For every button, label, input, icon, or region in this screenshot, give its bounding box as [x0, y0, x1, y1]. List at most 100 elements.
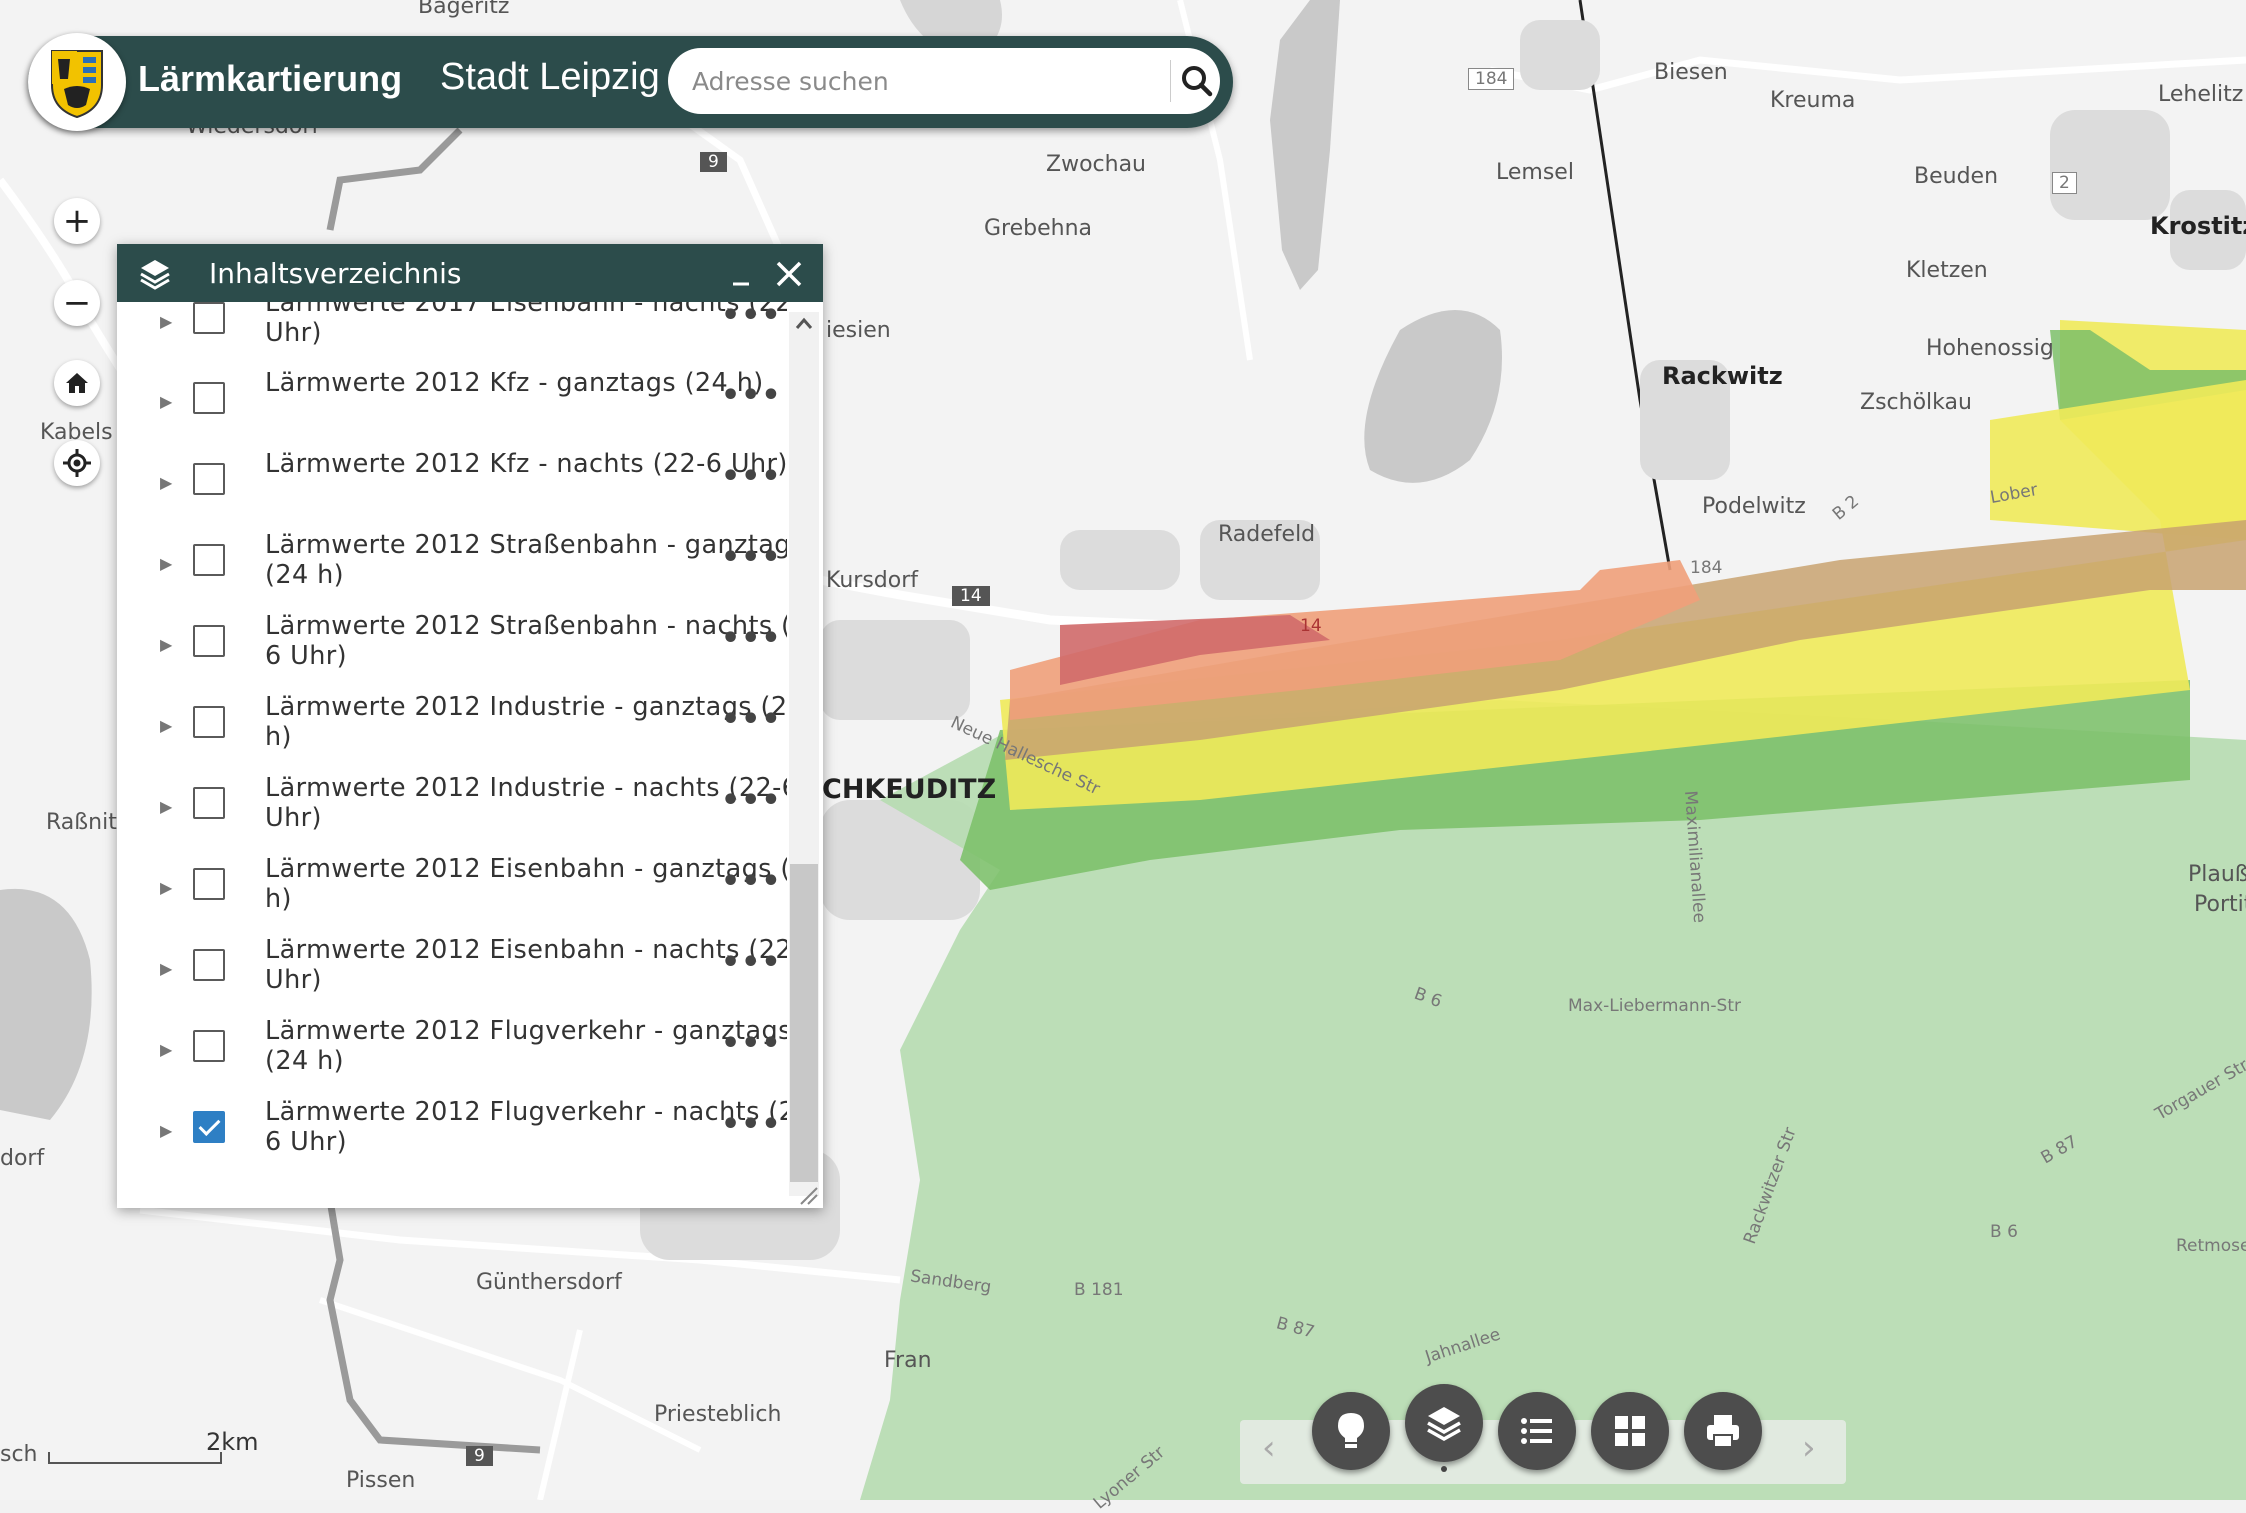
basemap-gallery-button[interactable]: [1591, 1392, 1669, 1470]
expand-icon[interactable]: ▶: [160, 878, 173, 897]
map-label: Retmose: [2176, 1236, 2246, 1256]
layer-item: ▶ Lärmwerte 2012 Eisenbahn - ganztags (2…: [117, 854, 787, 943]
expand-icon[interactable]: ▶: [160, 1121, 173, 1140]
search-icon: [1182, 66, 1213, 97]
more-options-icon[interactable]: •••: [721, 621, 782, 656]
expand-icon[interactable]: ▶: [160, 959, 173, 978]
more-options-icon[interactable]: •••: [721, 302, 782, 333]
more-options-icon[interactable]: •••: [721, 1026, 782, 1061]
zoom-in-button[interactable]: +: [54, 198, 100, 244]
expand-icon[interactable]: ▶: [160, 473, 173, 492]
map-label: Plauß: [2188, 862, 2246, 887]
search-divider: [1170, 60, 1171, 102]
legend-button[interactable]: [1498, 1392, 1576, 1470]
road: [139, 1206, 901, 1284]
lake-shape: [0, 888, 92, 1120]
expand-icon[interactable]: ▶: [160, 312, 173, 331]
layer-item: ▶ Lärmwerte 2012 Straßenbahn - ganztags …: [117, 530, 787, 619]
locate-icon: [63, 449, 91, 477]
map-label: B 181: [1074, 1280, 1124, 1300]
more-options-icon[interactable]: •••: [721, 540, 782, 575]
lake-shape: [1270, 0, 1340, 290]
layers-icon: [140, 260, 170, 290]
hint-button[interactable]: [1312, 1392, 1390, 1470]
lightbulb-icon: [1338, 1413, 1364, 1448]
toolbar-next-button[interactable]: ›: [1802, 1428, 1816, 1468]
layer-checkbox[interactable]: [193, 544, 225, 576]
more-options-icon[interactable]: •••: [721, 1107, 782, 1142]
chevron-up-icon[interactable]: [789, 312, 819, 336]
map-label: Lemsel: [1496, 160, 1574, 185]
app-title: Lärmkartierung: [138, 58, 403, 99]
more-options-icon[interactable]: •••: [721, 864, 782, 899]
map-label: Raßnit: [46, 810, 117, 835]
layer-label: Lärmwerte 2012 Eisenbahn - nachts (22-6 …: [265, 935, 787, 995]
layer-checkbox[interactable]: [193, 706, 225, 738]
expand-icon[interactable]: ▶: [160, 635, 173, 654]
layer-item: ▶ Lärmwerte 2012 Eisenbahn - nachts (22-…: [117, 935, 787, 1024]
toolbar-prev-button[interactable]: ‹: [1262, 1428, 1276, 1468]
map-label: Fran: [884, 1348, 932, 1373]
layer-item: ▶ Lärmwerte 2012 Flugverkehr - nachts (2…: [117, 1097, 787, 1186]
map-label: Grebehna: [984, 216, 1093, 241]
layers-button[interactable]: [1405, 1384, 1483, 1462]
layer-checkbox[interactable]: [193, 625, 225, 657]
layer-checkbox[interactable]: [193, 868, 225, 900]
expand-icon[interactable]: ▶: [160, 716, 173, 735]
app-header: Lärmkartierung Stadt Leipzig: [28, 33, 1233, 131]
city-logo: [28, 33, 126, 131]
scroll-thumb[interactable]: [790, 864, 818, 1182]
more-options-icon[interactable]: •••: [721, 378, 782, 413]
search-button[interactable]: [1176, 58, 1220, 104]
map-label: sch: [0, 1442, 38, 1467]
layer-checkbox[interactable]: [193, 1111, 225, 1143]
lake-shape: [1364, 310, 1502, 483]
map-label: CHKEUDITZ: [822, 774, 997, 805]
road-shield: 2: [2052, 172, 2077, 194]
layer-checkbox[interactable]: [193, 302, 225, 334]
layer-item: ▶ Lärmwerte 2012 Flugverkehr - ganztags …: [117, 1016, 787, 1105]
print-button[interactable]: [1684, 1392, 1762, 1470]
layer-label: Lärmwerte 2017 Eisenbahn - nachts (22-6 …: [265, 302, 787, 348]
layer-list: ▶ Lärmwerte 2017 Eisenbahn - nachts (22-…: [117, 302, 787, 1208]
noise-zone-yellow-ne: [1990, 380, 2246, 540]
map-label: Kursdorf: [826, 568, 918, 593]
layer-item: ▶ Lärmwerte 2012 Industrie - ganztags (2…: [117, 692, 787, 781]
expand-icon[interactable]: ▶: [160, 797, 173, 816]
map-label: Max-Liebermann-Str: [1568, 996, 1741, 1016]
minimize-icon: [733, 282, 749, 286]
app-subtitle: Stadt Leipzig: [440, 56, 660, 98]
home-button[interactable]: [54, 360, 100, 406]
more-options-icon[interactable]: •••: [721, 945, 782, 980]
map-label: Portit: [2194, 892, 2246, 917]
layer-checkbox[interactable]: [193, 949, 225, 981]
locate-button[interactable]: [54, 440, 100, 486]
layer-checkbox[interactable]: [193, 463, 225, 495]
road-shield: 14: [1300, 616, 1322, 636]
map-label: Priesteblich: [654, 1402, 782, 1427]
expand-icon[interactable]: ▶: [160, 392, 173, 411]
minimize-button[interactable]: [723, 254, 759, 294]
layer-checkbox[interactable]: [193, 382, 225, 414]
more-options-icon[interactable]: •••: [721, 783, 782, 818]
more-options-icon[interactable]: •••: [721, 459, 782, 494]
map-label: Krostitz: [2150, 212, 2246, 240]
road-shield: 9: [466, 1446, 493, 1466]
zoom-out-button[interactable]: −: [54, 280, 100, 326]
resize-handle-icon[interactable]: [797, 1184, 819, 1206]
layer-checkbox[interactable]: [193, 787, 225, 819]
layer-label: Lärmwerte 2012 Industrie - nachts (22-6 …: [265, 773, 787, 833]
noise-zone-brown: [1005, 520, 2246, 760]
layer-checkbox[interactable]: [193, 1030, 225, 1062]
close-button[interactable]: [769, 254, 809, 294]
noise-zone-red: [1060, 615, 1330, 685]
layer-item: ▶ Lärmwerte 2012 Industrie - nachts (22-…: [117, 773, 787, 862]
more-options-icon[interactable]: •••: [721, 702, 782, 737]
map-label: Rackwitz: [1662, 362, 1783, 390]
expand-icon[interactable]: ▶: [160, 554, 173, 573]
search-input[interactable]: [690, 60, 1174, 102]
expand-icon[interactable]: ▶: [160, 1040, 173, 1059]
boundary-line: [326, 127, 463, 231]
